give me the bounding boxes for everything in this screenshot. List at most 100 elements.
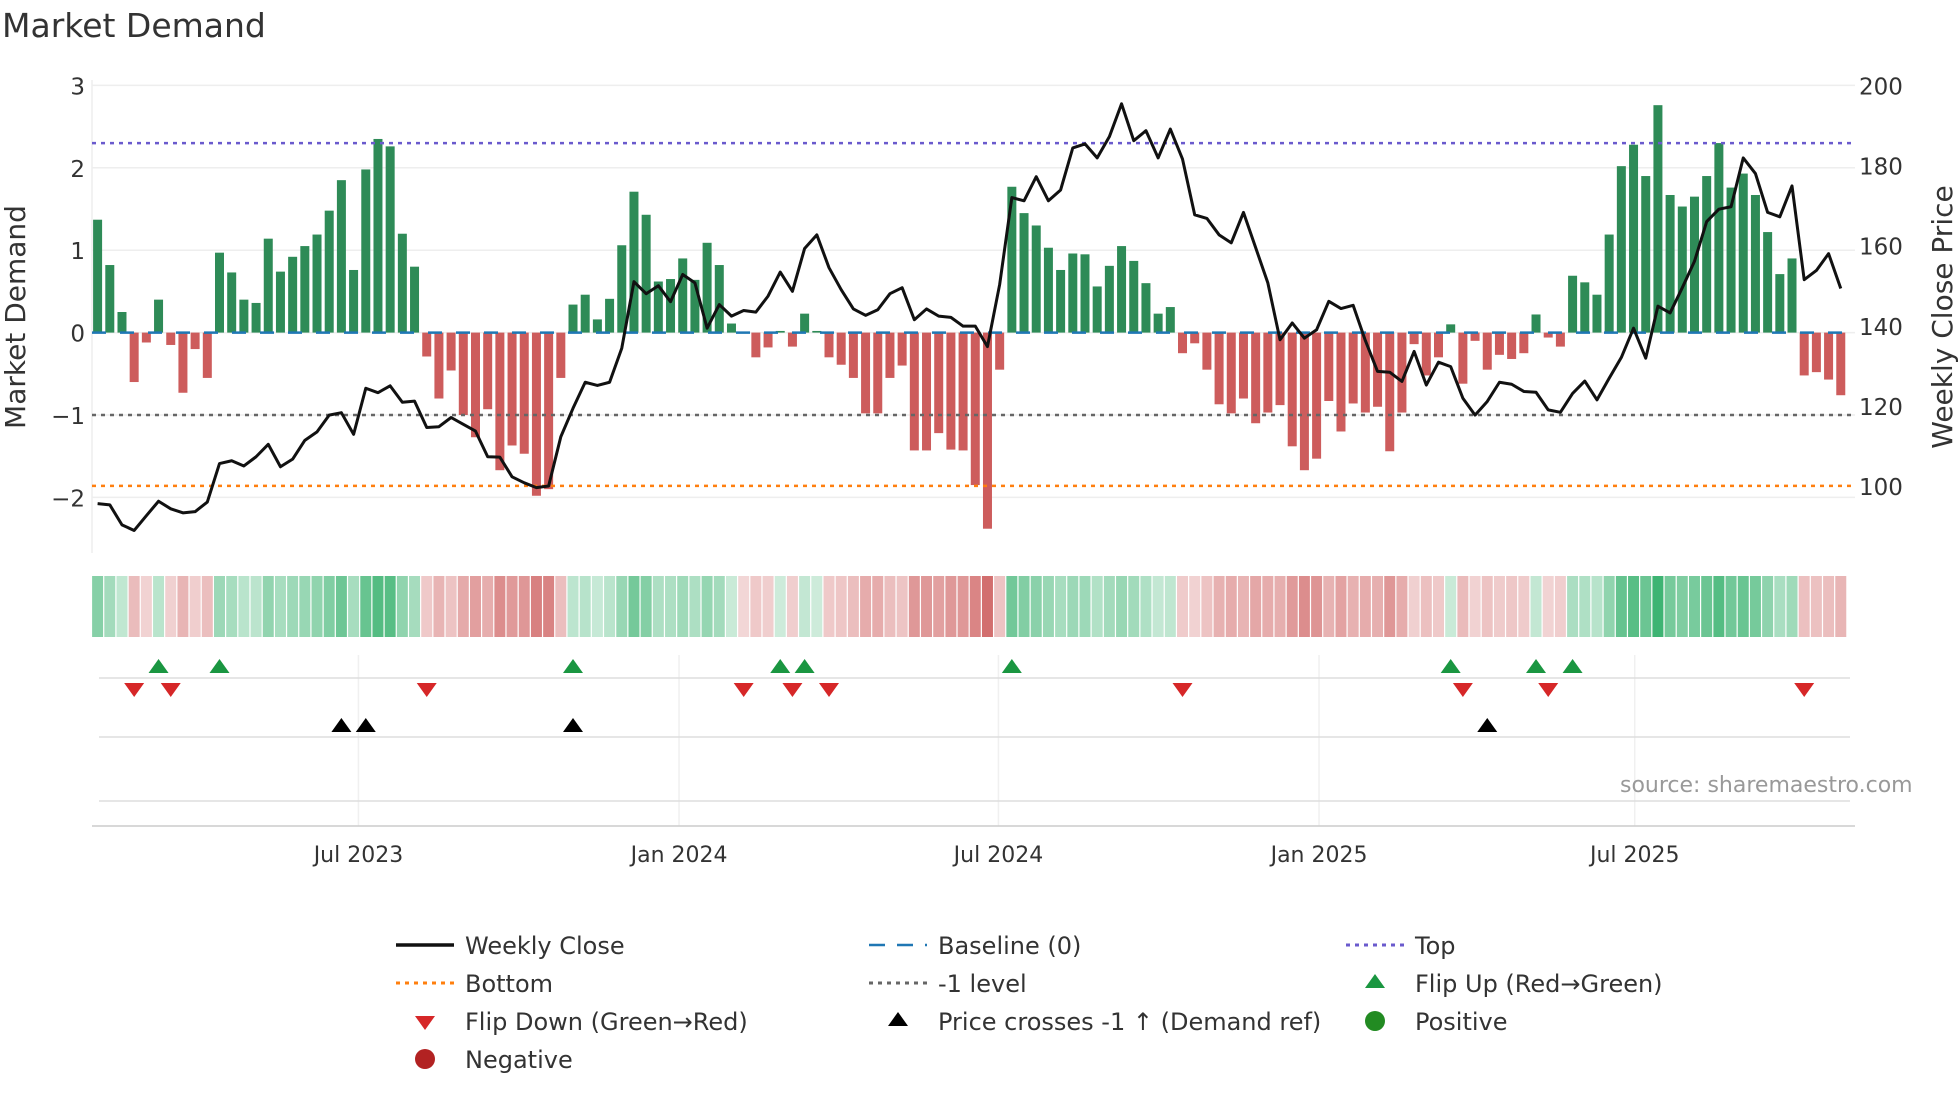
demand-bar (288, 256, 298, 333)
flip-up-marker (563, 659, 584, 673)
heatmap-cell (847, 576, 859, 637)
heatmap-cell (1542, 576, 1554, 637)
demand-bar (1360, 332, 1370, 413)
heatmap-cell (750, 576, 762, 637)
y2-tick-label: 120 (1859, 395, 1903, 421)
demand-bar (410, 266, 420, 333)
demand-bar (1470, 332, 1480, 341)
demand-bar (824, 332, 834, 358)
demand-bar (312, 234, 322, 333)
heatmap-cell (1006, 576, 1018, 637)
heatmap-cell (1823, 576, 1835, 637)
flip-down-marker (416, 683, 437, 697)
heatmap-cell (1250, 576, 1262, 637)
demand-bar (1409, 332, 1419, 345)
heatmap-cell (628, 576, 640, 637)
demand-bar (275, 271, 285, 333)
y2-tick-label: 200 (1859, 74, 1903, 100)
demand-bar (848, 332, 858, 378)
legend-up-triangle-icon (888, 1012, 908, 1026)
demand-bar (507, 332, 517, 446)
heatmap-cell (1140, 576, 1152, 637)
heatmap-cell (177, 576, 189, 637)
heatmap-cell (945, 576, 957, 637)
heatmap-cell (396, 576, 408, 637)
heatmap-cell (1603, 576, 1615, 637)
demand-bar (1299, 332, 1309, 471)
demand-bar (202, 332, 212, 378)
heatmap-cell (1262, 576, 1274, 637)
heatmap-cell (591, 576, 603, 637)
demand-bar (361, 169, 371, 333)
heatmap-cell (1652, 576, 1664, 637)
demand-bar (1568, 275, 1578, 333)
heatmap-cell (872, 576, 884, 637)
demand-bar (726, 323, 736, 333)
demand-bar (397, 233, 407, 333)
heatmap-cell (1408, 576, 1420, 637)
x-tick-label: Jan 2025 (1269, 843, 1368, 868)
heatmap-cell (226, 576, 238, 637)
demand-bar (1507, 332, 1517, 359)
demand-bar (1019, 213, 1029, 333)
y-tick-label: 3 (70, 74, 85, 100)
heatmap-cell (1676, 576, 1688, 637)
legend-circle-icon (415, 1049, 435, 1069)
heatmap-cell (1628, 576, 1640, 637)
heatmap-cell (725, 576, 737, 637)
demand-bar (1287, 332, 1297, 447)
demand-bar (702, 242, 712, 333)
demand-bar (1190, 332, 1200, 344)
heatmap-cell (981, 576, 993, 637)
price-cross-marker (355, 718, 376, 732)
heatmap-cell (1737, 576, 1749, 637)
heatmap-cell (140, 576, 152, 637)
demand-bar (934, 332, 944, 434)
y-axis-title: Market Demand (0, 205, 32, 429)
demand-bar (1799, 332, 1809, 376)
demand-bar (922, 332, 932, 451)
y2-tick-label: 100 (1859, 475, 1903, 501)
flip-down-marker (1794, 683, 1815, 697)
flip-down-marker (733, 683, 754, 697)
heatmap-cell (1311, 576, 1323, 637)
heatmap-cell (1640, 576, 1652, 637)
demand-bar (982, 332, 992, 529)
heatmap-cell (1554, 576, 1566, 637)
heatmap-cell (860, 576, 872, 637)
heatmap-cell (1225, 576, 1237, 637)
demand-bar (1616, 166, 1626, 333)
heatmap-cell (762, 576, 774, 637)
demand-bar (1214, 332, 1224, 405)
legend-up-triangle-icon (1365, 974, 1385, 988)
demand-bar (1458, 332, 1468, 384)
demand-bar (885, 332, 895, 378)
heatmap-cell (543, 576, 555, 637)
demand-bar (1653, 105, 1663, 333)
heatmap-cell (1810, 576, 1822, 637)
demand-bar (1714, 143, 1724, 333)
flip-up-marker (1001, 659, 1022, 673)
heatmap-cell (1749, 576, 1761, 637)
demand-bar (434, 332, 444, 399)
demand-bar (239, 299, 249, 333)
flip-down-marker (1452, 683, 1473, 697)
heatmap-cell (1664, 576, 1676, 637)
heatmap-cell (1103, 576, 1115, 637)
demand-bar (385, 146, 395, 333)
flip-up-marker (148, 659, 169, 673)
heatmap-cell (372, 576, 384, 637)
heatmap-cell (262, 576, 274, 637)
heatmap-cell (530, 576, 542, 637)
heatmap-cell (908, 576, 920, 637)
y-tick-label: 2 (70, 157, 85, 183)
demand-bar (1702, 176, 1712, 333)
heatmap-cell (713, 576, 725, 637)
heatmap-cell (1067, 576, 1079, 637)
flip-up-marker (794, 659, 815, 673)
heatmap-cell (506, 576, 518, 637)
demand-bar (617, 245, 627, 333)
demand-bar (1202, 332, 1212, 370)
demand-bar (105, 265, 115, 333)
heatmap-cell (1420, 576, 1432, 637)
